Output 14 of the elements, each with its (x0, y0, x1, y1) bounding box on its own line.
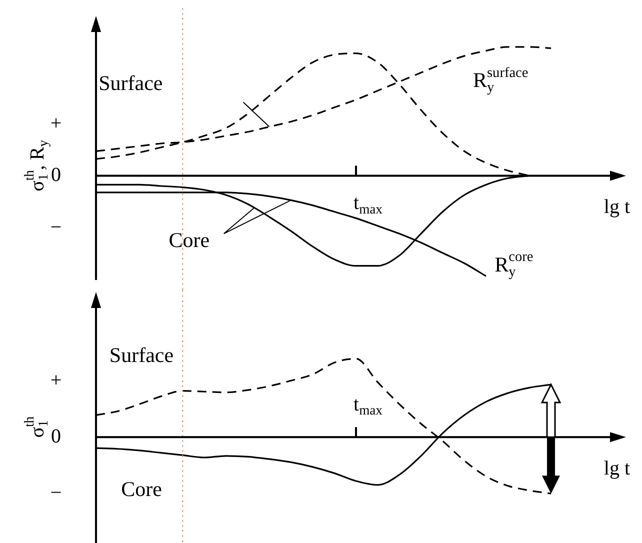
y-axis-title: σ1th (22, 416, 51, 438)
text: − (50, 482, 62, 504)
series-label: Core (121, 476, 162, 501)
x-axis-title: lg t (604, 196, 630, 218)
text: + (50, 112, 62, 134)
text: − (50, 216, 62, 239)
text: 0 (51, 425, 61, 448)
text: Surface (98, 70, 163, 95)
text: + (50, 370, 62, 392)
series-label: Surface (109, 342, 174, 367)
x-axis-title: lg t (604, 457, 630, 480)
series-label: Core (168, 228, 210, 252)
text: 0 (51, 164, 61, 186)
y-axis-title: σ1th, Ry (22, 140, 51, 192)
